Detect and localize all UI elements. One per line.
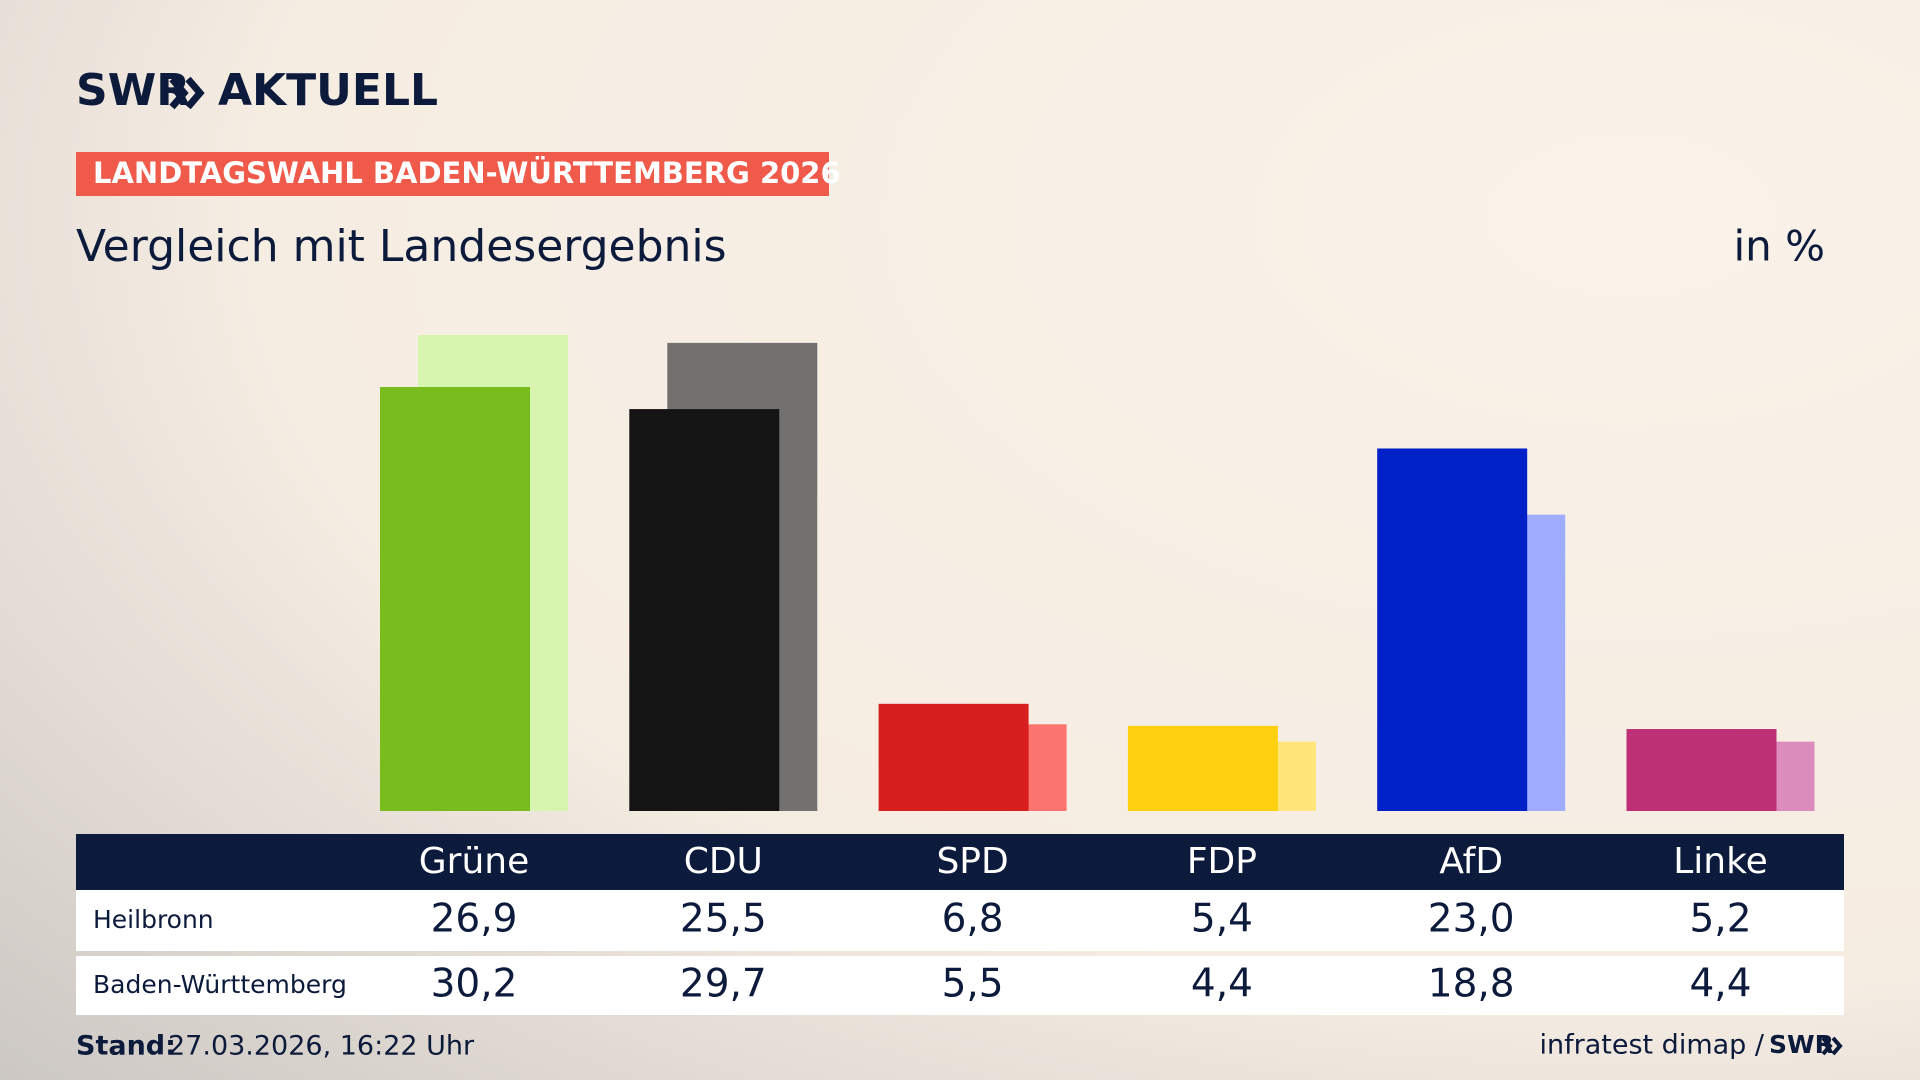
value-label: 5,5 — [942, 962, 1004, 1007]
bar — [629, 409, 780, 811]
stand-label: Stand: — [76, 1031, 176, 1062]
value-label: 29,7 — [680, 962, 767, 1007]
source-chevrons — [1821, 1036, 1843, 1056]
value-label: 30,2 — [431, 962, 518, 1007]
value-label: 5,4 — [1191, 897, 1253, 942]
value-label: 5,2 — [1689, 897, 1751, 942]
bar — [1127, 725, 1278, 811]
logo-chevrons — [169, 76, 205, 110]
row-label: Heilbronn — [93, 905, 214, 934]
table-row — [76, 890, 1844, 951]
category-label: Linke — [1673, 841, 1768, 882]
banner-bg — [76, 152, 829, 196]
source: infratest dimap / — [1539, 1030, 1764, 1061]
value-label: 4,4 — [1191, 962, 1253, 1007]
bar — [1377, 448, 1528, 811]
category-label: Grüne — [419, 841, 529, 882]
category-label: CDU — [684, 841, 763, 882]
brand: AKTUELL — [218, 65, 438, 116]
category-label: FDP — [1187, 841, 1257, 882]
bar — [878, 703, 1029, 811]
source-logo: SWR — [1769, 1030, 1834, 1059]
chart-title: Vergleich mit Landesergebnis — [76, 221, 727, 272]
banner: LANDTAGSWAHL BADEN-WÜRTTEMBERG 2026 — [93, 156, 841, 190]
table-row — [76, 956, 1844, 1015]
stand: 27.03.2026, 16:22 Uhr — [168, 1031, 475, 1062]
unit: in % — [1733, 222, 1825, 271]
bar — [380, 387, 530, 811]
value-label: 23,0 — [1428, 897, 1515, 942]
value-label: 26,9 — [431, 897, 518, 942]
value-label: 25,5 — [680, 897, 767, 942]
logo: SWR — [76, 65, 190, 116]
value-label: 4,4 — [1689, 962, 1751, 1007]
category-label: SPD — [936, 841, 1008, 882]
value-label: 6,8 — [942, 897, 1004, 942]
table-header — [76, 834, 1844, 890]
category-label: AfD — [1439, 841, 1503, 882]
value-label: 18,8 — [1428, 962, 1515, 1007]
row-label: Baden-Württemberg — [93, 970, 347, 999]
bar — [1626, 729, 1777, 811]
